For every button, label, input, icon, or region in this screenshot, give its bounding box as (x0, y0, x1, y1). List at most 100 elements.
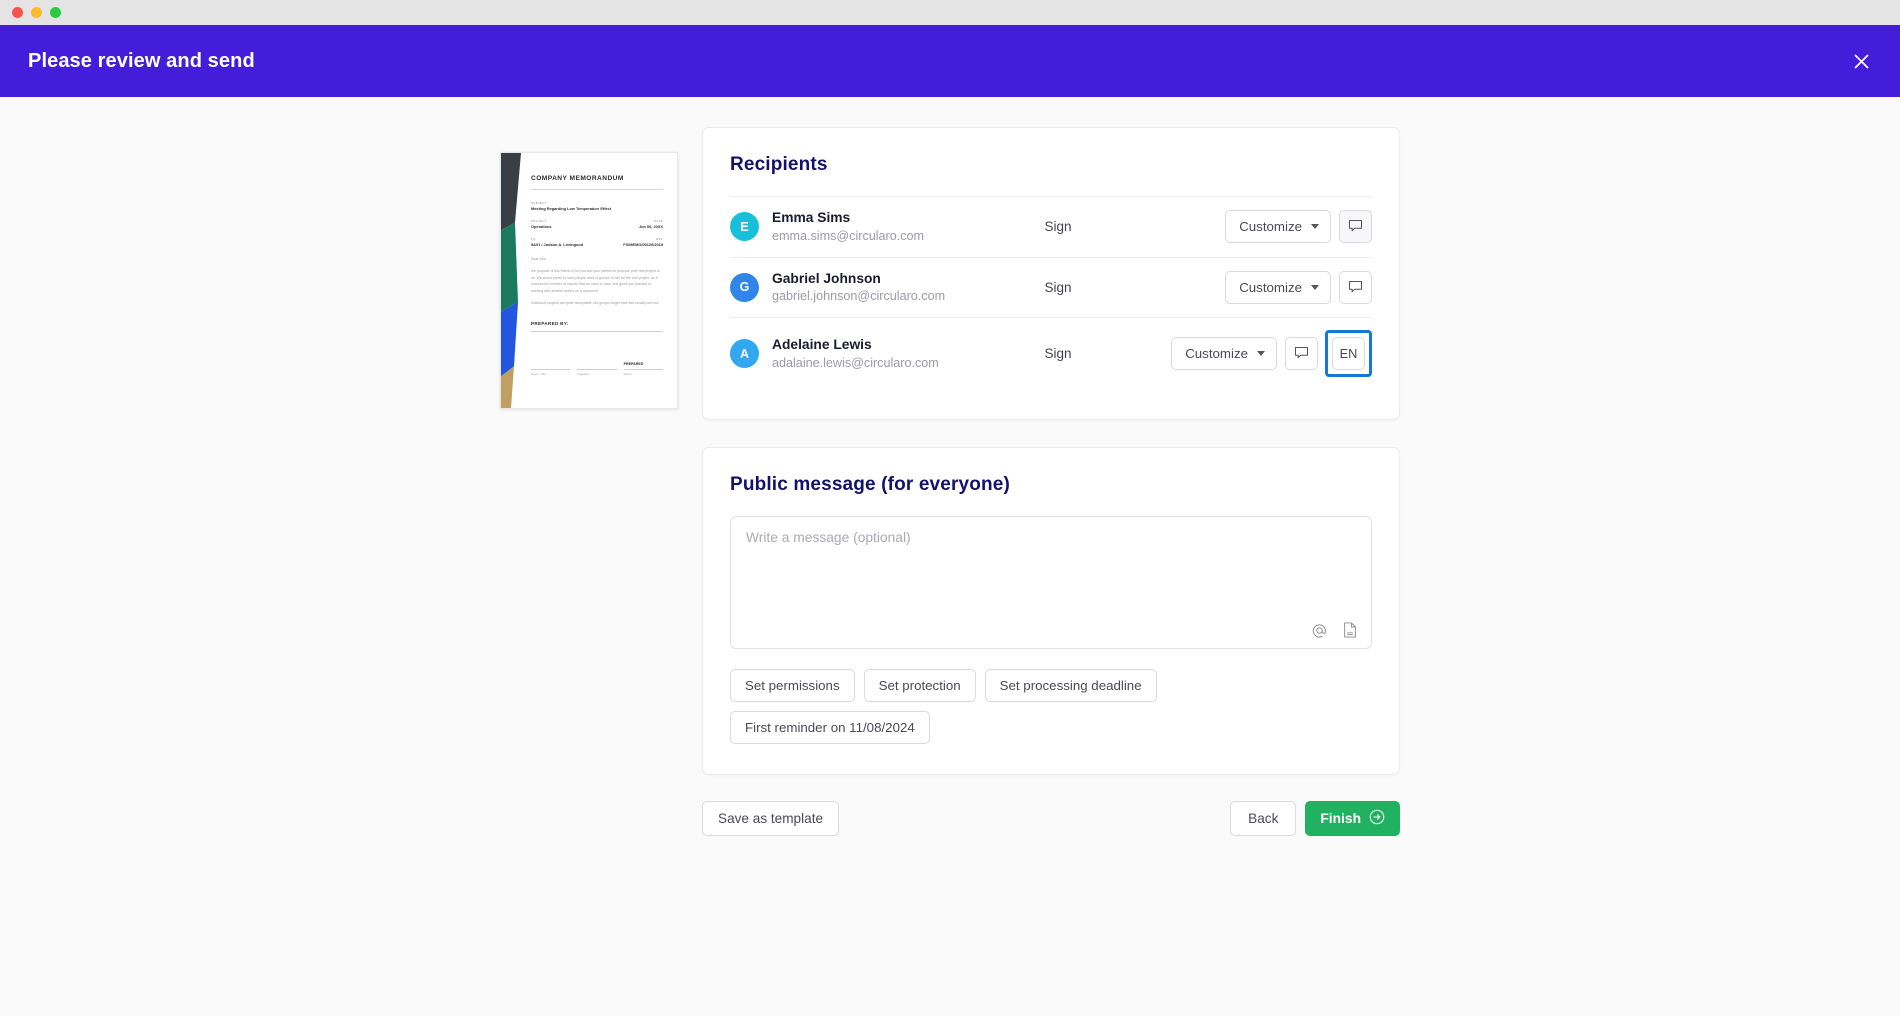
public-message-heading: Public message (for everyone) (730, 474, 1010, 496)
document-thumbnail[interactable]: COMPANY MEMORANDUM SUBJECT Meeting Regar… (500, 152, 678, 409)
recipient-actions: Customize (1225, 210, 1372, 244)
customize-label: Customize (1239, 219, 1302, 235)
footer-actions: Save as template Back Finish (702, 801, 1400, 866)
doc-meta-row: PROJECT Operations DATE Jun 06, 20XX (531, 219, 663, 229)
finish-label: Finish (1320, 811, 1361, 827)
doc-subject-label: SUBJECT (531, 201, 547, 205)
doc-signature-caption: Name, Title (531, 371, 546, 376)
recipient-row: E Emma Sims emma.sims@circularo.com Sign… (730, 197, 1372, 258)
mention-icon[interactable] (1312, 623, 1327, 638)
doc-signature-line (623, 368, 663, 370)
recipient-role: Sign (1044, 279, 1072, 295)
recipients-heading: Recipients (730, 154, 828, 175)
recipient-identity: Emma Sims emma.sims@circularo.com (772, 209, 1004, 245)
doc-subject-value: Meeting Regarding Low Temperature Effect (531, 206, 612, 211)
recipient-actions: Customize EN (1171, 330, 1372, 378)
message-input-wrapper[interactable]: Write a message (optional) (730, 516, 1372, 650)
doc-signature-line (577, 368, 617, 370)
doc-salutation: Dear Sirs, (531, 257, 547, 261)
doc-to-label: TO (531, 237, 536, 241)
recipients-list: E Emma Sims emma.sims@circularo.com Sign… (730, 196, 1372, 389)
comment-icon[interactable] (1339, 270, 1372, 304)
avatar: A (730, 339, 759, 369)
doc-ref-value: FX/MEMO/00126/2019 (623, 242, 663, 247)
doc-signature-row: Name, Title Signature PREPARED Status (531, 362, 663, 376)
close-icon[interactable] (1844, 44, 1878, 78)
main-column: Recipients E Emma Sims emma.sims@circula… (702, 127, 1400, 866)
comment-icon[interactable] (1339, 210, 1372, 244)
avatar: E (730, 212, 759, 242)
doc-date-value: Jun 06, 20XX (638, 224, 663, 229)
window-titlebar (0, 0, 1900, 25)
doc-signature-block: PREPARED Status (623, 361, 663, 376)
doc-paragraph: the purpose of this memo is for you and … (531, 269, 660, 293)
language-button-highlight: EN (1325, 330, 1372, 378)
save-as-template-button[interactable]: Save as template (702, 801, 840, 837)
customize-dropdown[interactable]: Customize (1225, 210, 1331, 244)
doc-signature-block: Name, Title (531, 366, 571, 376)
attachment-file-icon[interactable] (1343, 622, 1357, 638)
doc-to-value: 5A01 / Judson A. Lovingood (531, 242, 584, 247)
chevron-down-icon (1311, 224, 1319, 230)
recipient-row: G Gabriel Johnson gabriel.johnson@circul… (730, 258, 1372, 319)
arrow-right-circle-icon (1369, 809, 1385, 828)
customize-label: Customize (1185, 346, 1248, 362)
document-preview-column: COMPANY MEMORANDUM SUBJECT Meeting Regar… (500, 127, 682, 409)
message-toolbar (1312, 622, 1357, 638)
doc-divider (531, 189, 663, 190)
doc-signature-caption: Status (623, 371, 632, 376)
public-message-card: Public message (for everyone) Write a me… (702, 447, 1400, 776)
reminder-row: First reminder on 11/08/2024 (730, 711, 1372, 745)
window-close-dot[interactable] (12, 7, 23, 18)
document-accent-stripe (501, 153, 521, 408)
doc-paragraph: Individual projects are quite acceptable… (531, 301, 659, 306)
customize-dropdown[interactable]: Customize (1225, 270, 1331, 304)
doc-project-value: Operations (531, 224, 552, 229)
recipient-actions: Customize (1225, 270, 1372, 304)
footer-right-actions: Back Finish (1230, 801, 1400, 837)
window-zoom-dot[interactable] (50, 7, 61, 18)
set-processing-deadline-button[interactable]: Set processing deadline (984, 669, 1157, 703)
doc-date-label: DATE (654, 219, 663, 223)
customize-label: Customize (1239, 279, 1302, 295)
language-button[interactable]: EN (1332, 337, 1365, 371)
chevron-down-icon (1311, 284, 1319, 290)
recipient-row: A Adelaine Lewis adalaine.lewis@circular… (730, 318, 1372, 389)
doc-signature-line (531, 368, 571, 370)
recipient-role: Sign (1044, 346, 1072, 362)
recipient-role: Sign (1044, 219, 1072, 235)
app-header: Please review and send (0, 25, 1900, 97)
doc-signature-caption: Signature (577, 371, 590, 376)
avatar: G (730, 272, 759, 302)
customize-dropdown[interactable]: Customize (1171, 337, 1277, 371)
recipient-email: adalaine.lewis@circularo.com (772, 355, 939, 370)
recipient-email: gabriel.johnson@circularo.com (772, 289, 946, 304)
recipients-card: Recipients E Emma Sims emma.sims@circula… (702, 127, 1400, 421)
first-reminder-button[interactable]: First reminder on 11/08/2024 (730, 711, 930, 745)
recipient-email: emma.sims@circularo.com (772, 228, 925, 243)
doc-prepared-by-label: PREPARED BY: (531, 320, 569, 326)
recipient-name: Emma Sims (772, 210, 851, 225)
back-button[interactable]: Back (1230, 801, 1297, 837)
page-title: Please review and send (28, 49, 255, 72)
chevron-down-icon (1257, 351, 1265, 357)
recipient-identity: Adelaine Lewis adalaine.lewis@circularo.… (772, 336, 1004, 372)
set-permissions-button[interactable]: Set permissions (730, 669, 855, 703)
doc-signature-block: Signature (577, 366, 617, 376)
comment-icon[interactable] (1285, 337, 1318, 371)
recipient-name: Gabriel Johnson (772, 270, 881, 286)
message-placeholder: Write a message (optional) (746, 530, 911, 546)
finish-button[interactable]: Finish (1305, 801, 1400, 837)
doc-project-label: PROJECT (531, 219, 547, 223)
page-body: COMPANY MEMORANDUM SUBJECT Meeting Regar… (0, 97, 1900, 1016)
recipient-name: Adelaine Lewis (772, 336, 872, 352)
doc-body: Dear Sirs, the purpose of this memo is f… (531, 256, 663, 307)
window-minimize-dot[interactable] (31, 7, 42, 18)
doc-meta-row: TO 5A01 / Judson A. Lovingood REF FX/MEM… (531, 237, 663, 247)
doc-title: COMPANY MEMORANDUM (531, 175, 624, 182)
doc-signature-heading: PREPARED (623, 361, 644, 366)
message-options-row: Set permissions Set protection Set proce… (730, 669, 1372, 703)
doc-divider (531, 330, 663, 332)
set-protection-button[interactable]: Set protection (863, 669, 976, 703)
doc-ref-label: REF (656, 237, 663, 241)
